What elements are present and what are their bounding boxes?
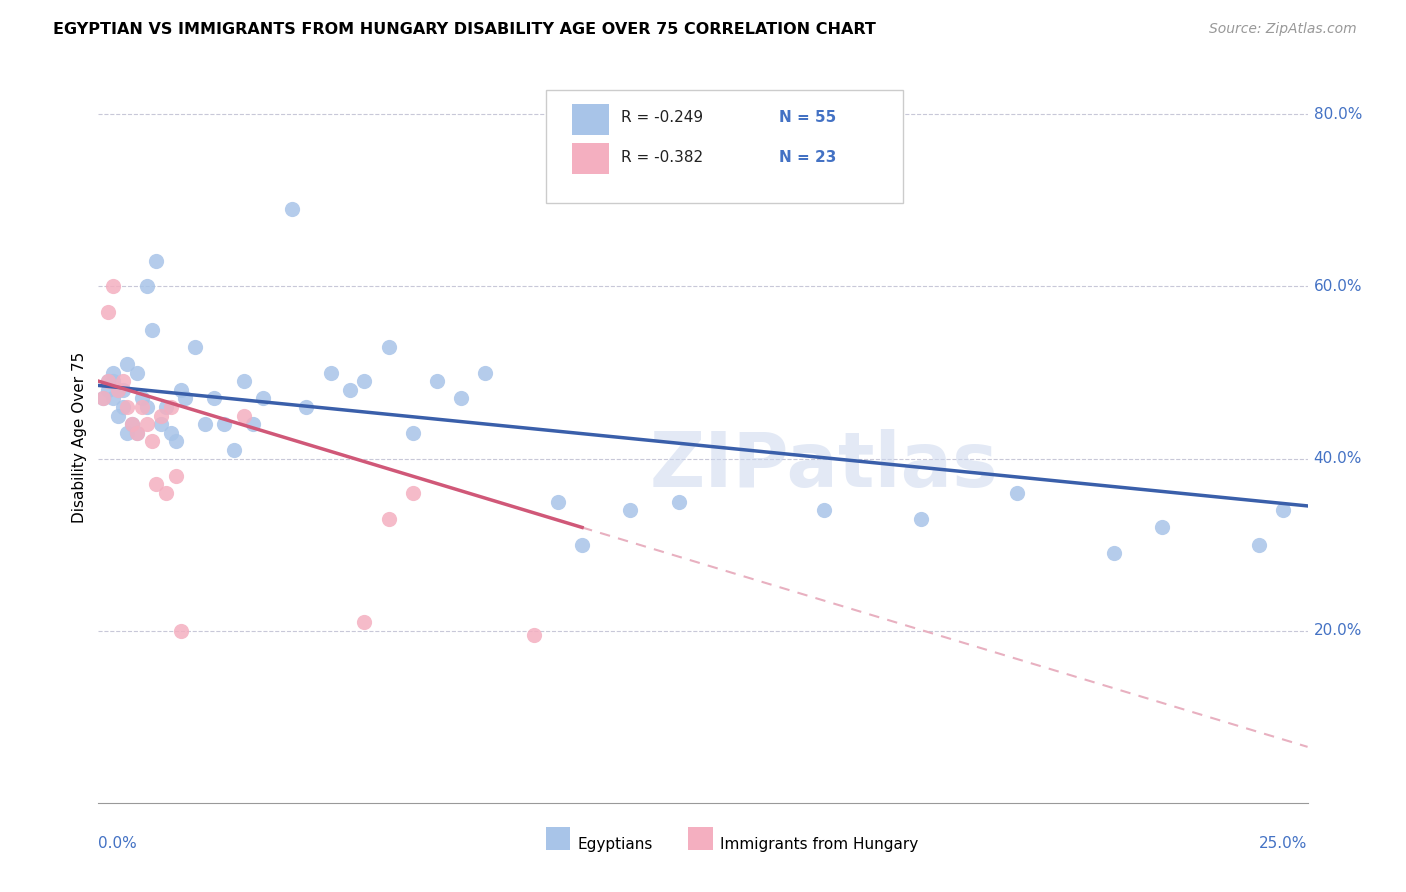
Point (107, 383, 129, 397)
Text: Source: ZipAtlas.com: Source: ZipAtlas.com (1209, 22, 1357, 37)
Point (184, 340, 207, 354)
Y-axis label: Disability Age Over 75: Disability Age Over 75 (72, 351, 87, 523)
Point (165, 434, 187, 449)
Point (402, 425, 425, 440)
Point (145, 477, 167, 491)
Point (252, 392, 274, 406)
Point (204, 392, 226, 406)
Point (97, 374, 120, 388)
Point (619, 503, 641, 517)
Point (377, 340, 399, 354)
Text: 60.0%: 60.0% (1313, 279, 1362, 294)
Text: Immigrants from Hungary: Immigrants from Hungary (720, 838, 918, 852)
Point (101, 366, 124, 380)
Point (194, 417, 217, 432)
Point (523, 628, 546, 642)
Point (353, 615, 375, 629)
Point (111, 383, 134, 397)
Text: 40.0%: 40.0% (1313, 451, 1362, 467)
Text: 0.0%: 0.0% (98, 836, 138, 851)
Text: ZIPatlas: ZIPatlas (650, 429, 998, 503)
Point (353, 374, 375, 388)
Point (127, 425, 149, 440)
Point (319, 366, 342, 380)
Point (135, 279, 157, 293)
Text: 80.0%: 80.0% (1313, 107, 1362, 122)
Point (232, 409, 254, 423)
Point (668, 494, 690, 508)
Point (1102, 546, 1125, 560)
Point (145, 253, 167, 268)
Point (111, 374, 134, 388)
Text: 25.0%: 25.0% (1260, 836, 1308, 851)
Point (155, 486, 177, 500)
FancyBboxPatch shape (572, 143, 609, 174)
Point (97, 305, 120, 319)
Point (107, 409, 129, 423)
Point (426, 374, 449, 388)
Point (91, 392, 114, 406)
Point (165, 468, 187, 483)
Text: N = 55: N = 55 (779, 110, 837, 125)
Point (1152, 520, 1174, 534)
Point (97, 374, 120, 388)
Point (111, 400, 134, 414)
Text: R = -0.249: R = -0.249 (621, 110, 703, 125)
Point (131, 400, 153, 414)
Point (1249, 538, 1271, 552)
Point (339, 383, 361, 397)
Point (169, 624, 191, 638)
Point (212, 417, 235, 432)
Point (174, 392, 197, 406)
Point (135, 400, 157, 414)
Point (150, 409, 173, 423)
Point (571, 538, 593, 552)
Point (377, 512, 399, 526)
Point (160, 425, 183, 440)
Text: N = 23: N = 23 (779, 151, 837, 165)
Point (141, 434, 163, 449)
Point (107, 383, 129, 397)
Point (150, 417, 173, 432)
Point (910, 512, 932, 526)
Point (155, 400, 177, 414)
Point (222, 442, 245, 457)
Point (281, 202, 304, 216)
Point (160, 400, 183, 414)
Point (169, 383, 191, 397)
Point (117, 357, 139, 371)
Text: EGYPTIAN VS IMMIGRANTS FROM HUNGARY DISABILITY AGE OVER 75 CORRELATION CHART: EGYPTIAN VS IMMIGRANTS FROM HUNGARY DISA… (53, 22, 876, 37)
Point (117, 400, 139, 414)
Point (547, 494, 569, 508)
Text: 20.0%: 20.0% (1313, 624, 1362, 638)
Point (117, 425, 139, 440)
Point (121, 417, 143, 432)
Point (101, 374, 124, 388)
Point (127, 425, 149, 440)
FancyBboxPatch shape (572, 104, 609, 135)
Point (101, 279, 124, 293)
Point (1272, 503, 1295, 517)
FancyBboxPatch shape (546, 827, 569, 850)
Point (242, 417, 264, 432)
Text: Egyptians: Egyptians (578, 838, 652, 852)
Point (135, 417, 157, 432)
Point (1007, 486, 1029, 500)
Text: R = -0.382: R = -0.382 (621, 151, 703, 165)
FancyBboxPatch shape (546, 90, 903, 203)
Point (450, 392, 472, 406)
Point (141, 322, 163, 336)
Point (402, 486, 425, 500)
Point (232, 374, 254, 388)
Point (295, 400, 318, 414)
Point (121, 417, 143, 432)
Point (101, 392, 124, 406)
Point (127, 366, 149, 380)
Point (91, 392, 114, 406)
Point (474, 366, 496, 380)
FancyBboxPatch shape (689, 827, 713, 850)
Point (97, 383, 120, 397)
Point (813, 503, 835, 517)
Point (131, 392, 153, 406)
